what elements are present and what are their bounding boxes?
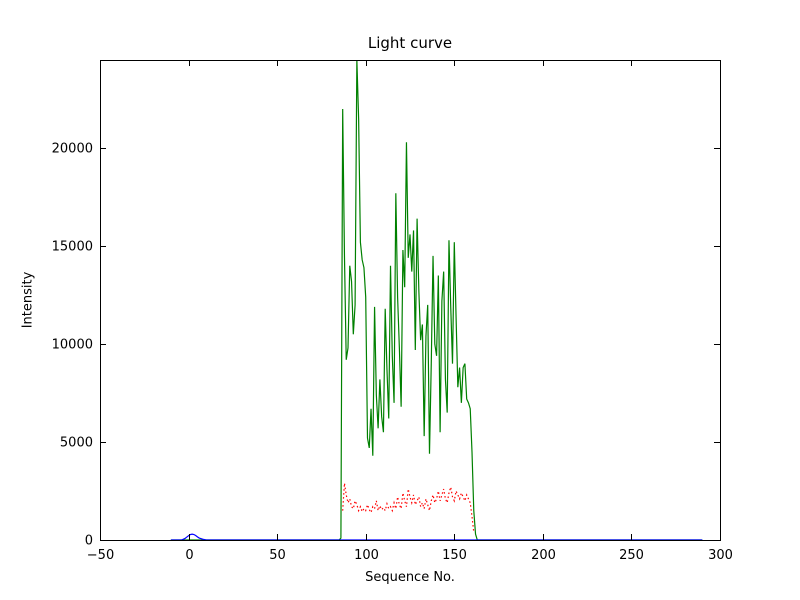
series-background-red: [342, 483, 475, 533]
y-tick-label: 10000: [52, 338, 93, 353]
x-tick-label: 0: [185, 548, 193, 563]
x-tick-label: 50: [269, 548, 286, 563]
series-intensity-green: [170, 60, 703, 540]
y-tick-label: 20000: [52, 142, 93, 157]
x-axis-label: Sequence No.: [365, 570, 455, 585]
x-tick-label: 300: [708, 548, 733, 563]
x-tick-label: 200: [531, 548, 556, 563]
axes-frame: [100, 60, 721, 541]
x-tick-label: 150: [442, 548, 467, 563]
x-tick-label: −50: [87, 548, 114, 563]
y-tick-label: 15000: [52, 240, 93, 255]
chart-title: Light curve: [367, 34, 453, 52]
x-tick-label: 250: [619, 548, 644, 563]
series-baseline-blue: [170, 533, 703, 540]
y-tick-label: 5000: [60, 436, 93, 451]
x-tick-label: 100: [354, 548, 379, 563]
y-tick-label: 0: [85, 534, 93, 549]
